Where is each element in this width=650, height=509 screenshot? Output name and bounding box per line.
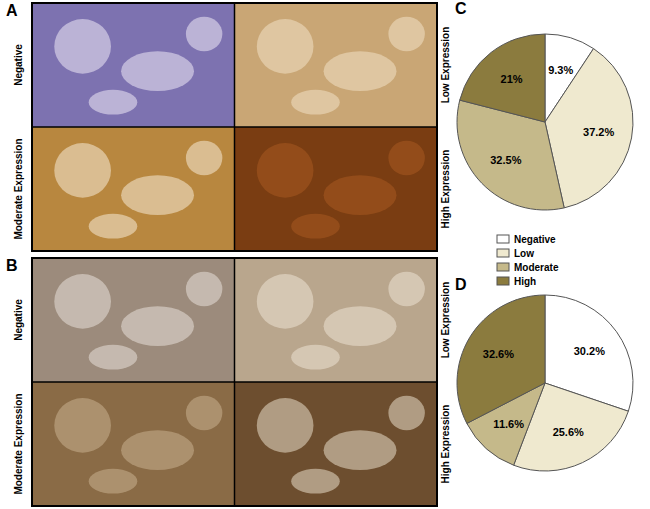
micrograph-texture bbox=[324, 306, 397, 346]
chart-title: C bbox=[455, 0, 467, 17]
cell-label: Low Expression bbox=[440, 27, 451, 104]
micrograph-texture bbox=[54, 398, 111, 453]
panel-frame bbox=[32, 3, 437, 251]
micrograph-image bbox=[32, 382, 235, 506]
panel-label: B bbox=[6, 257, 18, 274]
micrograph-texture bbox=[257, 398, 314, 453]
cell-label: Low Expression bbox=[440, 282, 451, 359]
micrograph-image bbox=[235, 3, 438, 127]
micrograph-texture bbox=[291, 214, 340, 239]
cell-label: High Expression bbox=[440, 150, 451, 229]
panel-divider bbox=[32, 126, 437, 128]
data-labels: 9.3% 37.2% 32.5% 21% bbox=[490, 64, 614, 166]
micrograph-texture bbox=[54, 143, 111, 198]
micrograph-texture bbox=[121, 306, 194, 346]
legend-swatch bbox=[497, 235, 509, 243]
micrograph-texture bbox=[257, 19, 314, 74]
legend-swatch bbox=[497, 277, 509, 285]
cell-label: Moderate Expression bbox=[13, 393, 24, 494]
pie-chart: C 9.3% 37.2% 32.5% 21% Negative Low Moderate Hig… bbox=[455, 0, 633, 287]
legend-entry: High bbox=[497, 276, 536, 287]
micrograph-texture bbox=[388, 272, 424, 307]
legend-label: Low bbox=[514, 248, 534, 259]
cell-label: High Expression bbox=[440, 405, 451, 484]
micrograph-texture bbox=[54, 274, 111, 329]
legend-entry: Low bbox=[497, 248, 534, 259]
micrograph-image bbox=[32, 3, 235, 127]
legend-label: Moderate bbox=[514, 262, 559, 273]
micrograph-image bbox=[32, 258, 235, 382]
data-label: 32.6% bbox=[483, 348, 514, 360]
micrograph-texture bbox=[186, 272, 222, 307]
micrograph-panel: B Negative Low Expression Moderate Expressi… bbox=[6, 257, 451, 506]
data-label: 37.2% bbox=[583, 126, 614, 138]
micrograph-texture bbox=[324, 175, 397, 215]
data-label: 9.3% bbox=[548, 64, 573, 76]
slices bbox=[457, 295, 633, 471]
legend-entry: Moderate bbox=[497, 262, 559, 273]
data-labels: 30.2% 25.6% 11.6% 32.6% bbox=[483, 345, 605, 438]
panel-label: A bbox=[6, 2, 18, 19]
micrograph-panel: A Negative Low Expression Moderate Expressi… bbox=[6, 2, 451, 251]
micrograph-image bbox=[235, 127, 438, 251]
data-label: 25.6% bbox=[553, 426, 584, 438]
micrograph-image bbox=[235, 382, 438, 506]
cell-label: Negative bbox=[13, 299, 24, 341]
pie-chart: D 30.2% 25.6% 11.6% 32.6% bbox=[455, 276, 633, 471]
micrograph-texture bbox=[186, 17, 222, 52]
legend-swatch bbox=[497, 249, 509, 257]
micrograph-image bbox=[235, 258, 438, 382]
micrograph-image bbox=[32, 127, 235, 251]
micrograph-texture bbox=[121, 175, 194, 215]
micrograph-texture bbox=[291, 90, 340, 115]
panel-divider bbox=[32, 381, 437, 383]
micrograph-texture bbox=[186, 396, 222, 431]
legend-label: Negative bbox=[514, 234, 556, 245]
micrograph-texture bbox=[388, 141, 424, 176]
micrograph-texture bbox=[121, 430, 194, 470]
micrograph-texture bbox=[89, 90, 138, 115]
pie-slice bbox=[457, 295, 545, 423]
figure: A Negative Low Expression Moderate Expressi… bbox=[0, 0, 650, 509]
chart-title: D bbox=[455, 276, 467, 293]
micrograph-texture bbox=[291, 345, 340, 370]
micrograph-texture bbox=[186, 141, 222, 176]
legend: Negative Low Moderate High bbox=[497, 234, 559, 287]
micrograph-texture bbox=[388, 17, 424, 52]
pie-slice bbox=[460, 34, 545, 122]
data-label: 21% bbox=[501, 73, 523, 85]
micrograph-texture bbox=[89, 214, 138, 239]
micrograph-texture bbox=[54, 19, 111, 74]
legend-label: High bbox=[514, 276, 536, 287]
micrograph-texture bbox=[257, 274, 314, 329]
legend-swatch bbox=[497, 263, 509, 271]
legend-entry: Negative bbox=[497, 234, 556, 245]
micrograph-texture bbox=[89, 469, 138, 494]
panel-frame bbox=[32, 258, 437, 506]
micrograph-texture bbox=[89, 345, 138, 370]
micrograph-texture bbox=[324, 430, 397, 470]
cell-label: Moderate Expression bbox=[13, 138, 24, 239]
micrograph-texture bbox=[257, 143, 314, 198]
data-label: 32.5% bbox=[490, 154, 521, 166]
cell-label: Negative bbox=[13, 44, 24, 86]
micrograph-texture bbox=[121, 51, 194, 91]
pie-slice bbox=[457, 100, 564, 210]
micrograph-texture bbox=[388, 396, 424, 431]
micrograph-texture bbox=[291, 469, 340, 494]
data-label: 30.2% bbox=[574, 345, 605, 357]
micrograph-texture bbox=[324, 51, 397, 91]
data-label: 11.6% bbox=[493, 418, 524, 430]
slices bbox=[457, 34, 633, 210]
